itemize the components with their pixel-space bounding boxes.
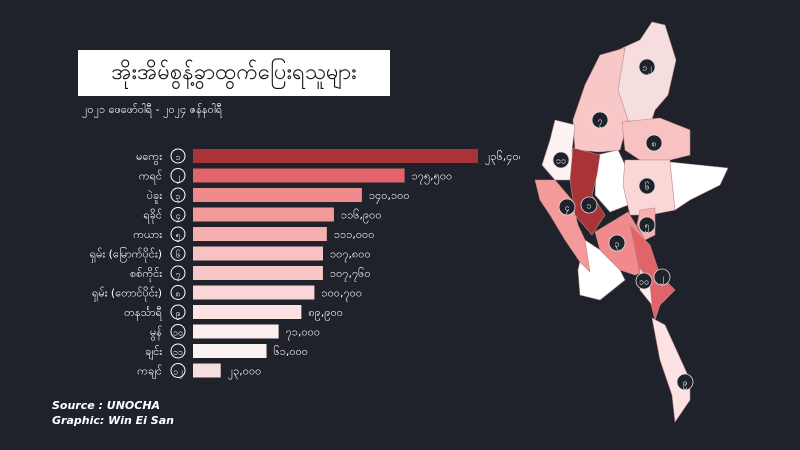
rank-label: ၄ bbox=[175, 212, 180, 223]
rank-label: ၂ bbox=[176, 173, 180, 184]
rank-badge bbox=[170, 207, 186, 222]
map-region-badge bbox=[638, 216, 656, 234]
bar bbox=[193, 149, 478, 163]
chart-title: အိုးအိမ်စွန့်ခွာထွက်ပြေးရသူများ bbox=[78, 50, 390, 96]
rank-badge bbox=[170, 285, 186, 300]
rank-badge bbox=[170, 187, 186, 203]
value-label: ၇၁,၀၀၀ bbox=[286, 326, 320, 341]
rank-badge bbox=[170, 265, 186, 281]
rank-label: ၁၁ bbox=[173, 348, 183, 358]
rank-label: ၈ bbox=[175, 290, 180, 300]
rank-label: ၁၀ bbox=[173, 329, 183, 339]
map-region-label: ၈ bbox=[651, 140, 656, 150]
category-label: ရှမ်း (မြောက်ပိုင်း) bbox=[90, 247, 162, 263]
chart-subtitle: ၂၀၂၁ ဖေဖော်ဝါရီ - ၂၀၂၄ ဇန်နဝါရီ bbox=[82, 103, 223, 116]
rank-label: ၅ bbox=[175, 231, 180, 242]
map-region-label: ၁၀ bbox=[639, 278, 649, 288]
category-label: မကွေး bbox=[136, 150, 162, 165]
value-label: ၂၃၆,၄၀၀ bbox=[485, 150, 520, 165]
map-region-badge bbox=[653, 268, 671, 286]
value-label: ၆၁,၀၀၀ bbox=[274, 345, 308, 358]
category-label: တနင်္သာရီ bbox=[124, 306, 163, 321]
rank-label: ၇ bbox=[175, 270, 180, 281]
map-region-badge bbox=[635, 272, 653, 290]
category-label: ကချင် bbox=[137, 365, 162, 380]
rank-label: ၉ bbox=[175, 309, 180, 320]
rank-label: ၃ bbox=[175, 192, 180, 203]
map-region-label: ၅ bbox=[644, 222, 649, 233]
map-region-badge bbox=[645, 134, 663, 152]
map-region-badge bbox=[608, 234, 626, 252]
bar bbox=[193, 363, 221, 378]
map-region-label: ၄ bbox=[564, 204, 569, 215]
rank-badge bbox=[170, 148, 186, 164]
value-label: ၁၇၅,၅၀၀ bbox=[412, 170, 453, 185]
category-label: မွန် bbox=[150, 326, 162, 341]
bar bbox=[193, 207, 334, 222]
map-region-badge bbox=[638, 58, 656, 76]
map-region-shan-east bbox=[669, 161, 729, 211]
map-region-tanintharyi bbox=[651, 317, 691, 423]
rank-label: ၆ bbox=[175, 250, 180, 261]
category-label: ကရင် bbox=[139, 170, 162, 185]
rank-label: ၁၂ bbox=[173, 368, 182, 379]
rank-badge bbox=[170, 324, 186, 339]
map-region-label: ၂ bbox=[660, 274, 664, 285]
rank-badge bbox=[170, 363, 186, 378]
map-region-label: ၁ bbox=[586, 202, 591, 212]
category-label: ချင်း bbox=[145, 345, 162, 360]
map-region-badge bbox=[591, 111, 609, 129]
bar bbox=[193, 168, 405, 183]
category-label: ကယား bbox=[133, 228, 162, 241]
map-region-label: ၉ bbox=[682, 379, 687, 390]
source-text: Source : UNOCHA bbox=[52, 399, 161, 412]
value-label: ၁၀၇,၇၆၀ bbox=[330, 267, 371, 282]
bar bbox=[193, 188, 362, 202]
map-region-label: ၇ bbox=[597, 117, 602, 128]
value-label: ၁၁၆,၉၀၀ bbox=[341, 209, 382, 224]
rank-badge bbox=[170, 226, 186, 242]
rank-badge bbox=[170, 343, 186, 359]
source-credit: Source : UNOCHA Graphic: Win Ei San bbox=[52, 398, 174, 428]
map-region-label: ၁၂ bbox=[642, 64, 651, 75]
rank-badge bbox=[170, 246, 186, 261]
rank-badge bbox=[170, 304, 186, 320]
rank-label: ၁ bbox=[175, 153, 180, 163]
rank-badge bbox=[170, 168, 186, 183]
bar bbox=[193, 285, 315, 300]
map-region-badge bbox=[580, 196, 598, 214]
bar bbox=[193, 246, 323, 261]
category-label: ရှမ်း (တောင်ပိုင်း) bbox=[92, 287, 162, 302]
map-region-badge bbox=[638, 177, 656, 195]
map-region-badge bbox=[558, 198, 576, 216]
map-region-badge bbox=[676, 373, 694, 391]
map-region-label: ၁၁ bbox=[556, 157, 566, 167]
value-label: ၁၁၁,၀၀၀ bbox=[334, 228, 375, 241]
bar bbox=[193, 324, 279, 339]
map-region-chin bbox=[541, 119, 576, 181]
map-region-badge bbox=[552, 151, 570, 169]
map-region-rakhine bbox=[534, 179, 591, 273]
value-label: ၁၄၀,၁၀၀ bbox=[369, 189, 410, 204]
map-region-label: ၆ bbox=[644, 182, 649, 193]
bar bbox=[193, 344, 267, 358]
category-label: ရခိုင် bbox=[143, 209, 162, 224]
map-region-magway bbox=[569, 147, 606, 236]
category-label: စစ်ကိုင်း bbox=[130, 267, 162, 282]
bar bbox=[193, 227, 327, 241]
value-label: ၁၀၇,၈၀၀ bbox=[330, 248, 371, 263]
map-region-label: ၃ bbox=[614, 240, 619, 251]
bar bbox=[193, 305, 302, 319]
bar bbox=[193, 266, 323, 280]
category-label: ပဲခူး bbox=[147, 189, 162, 204]
value-label: ၂၃,၀၀၀ bbox=[228, 365, 262, 380]
value-label: ၁၀၀,၇၀၀ bbox=[321, 287, 362, 302]
map-region-sagaing bbox=[572, 47, 629, 153]
graphic-credit: Graphic: Win Ei San bbox=[52, 414, 174, 427]
value-label: ၈၉,၉၀၀ bbox=[308, 306, 343, 321]
